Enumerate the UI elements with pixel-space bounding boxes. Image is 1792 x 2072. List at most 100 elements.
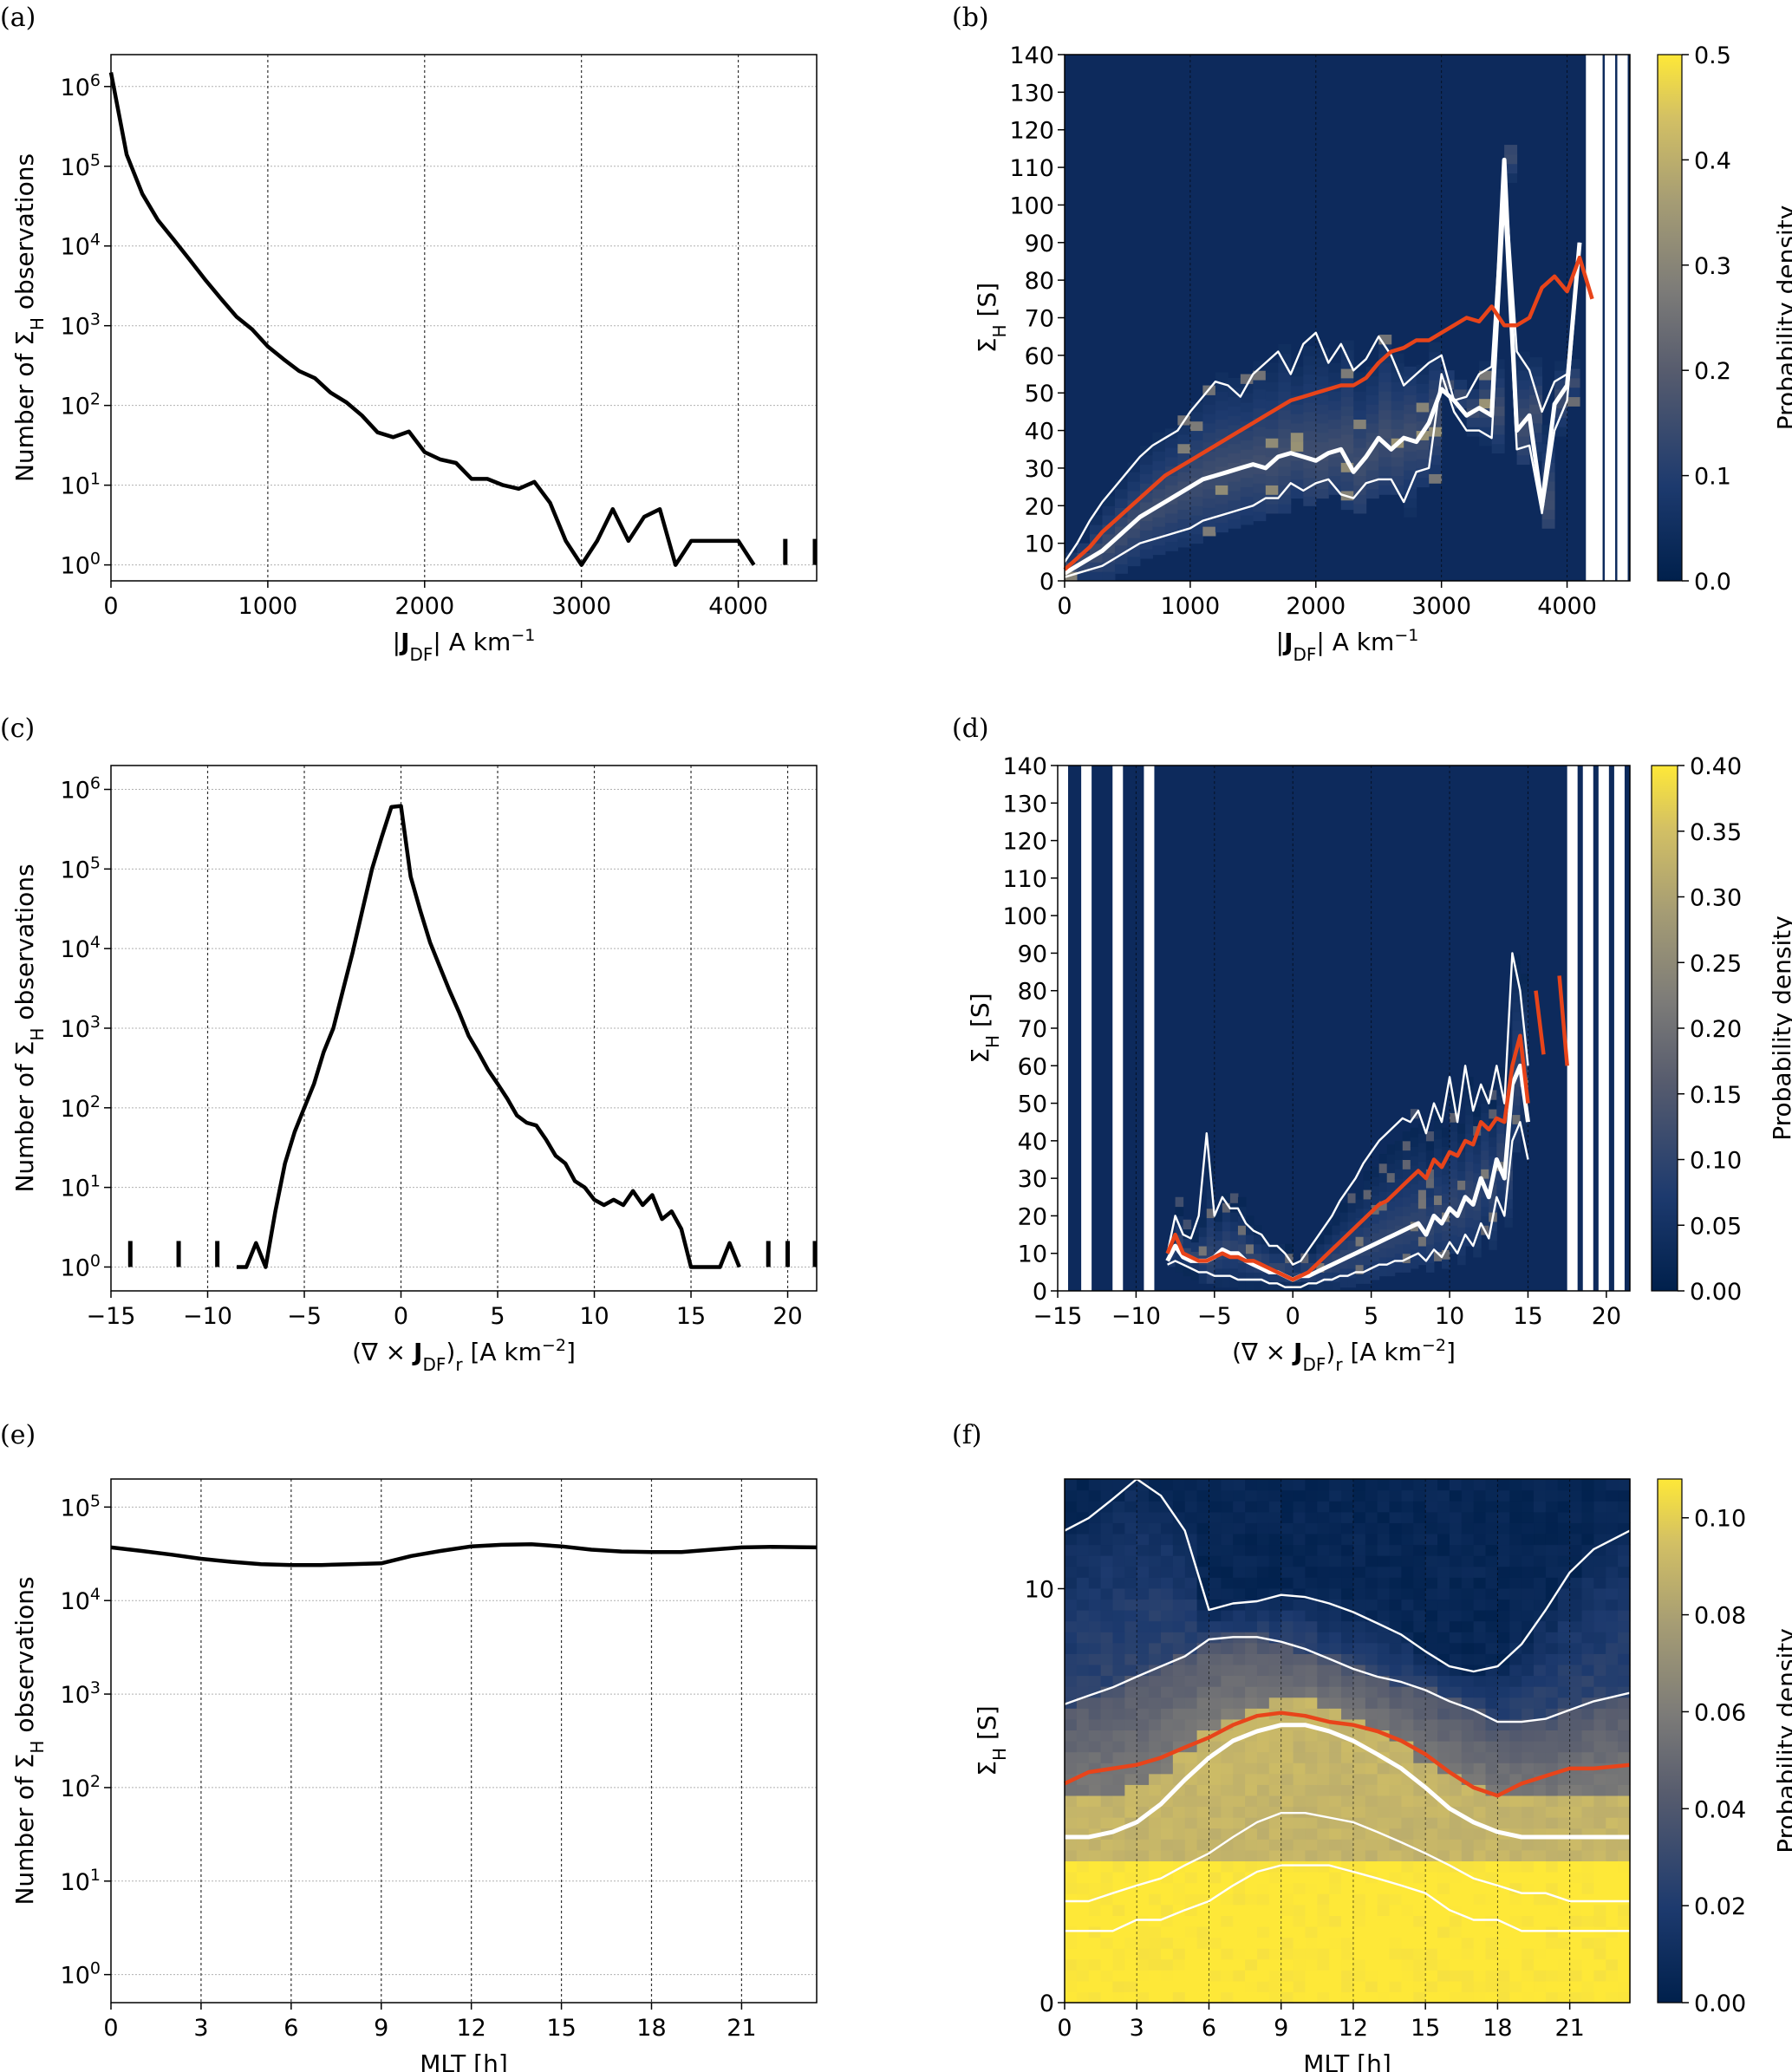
heatmap-cell-d — [1332, 1215, 1340, 1226]
heatmap-cell-f — [1137, 1501, 1150, 1513]
heatmap-cell-f — [1100, 1795, 1114, 1808]
heatmap-cell-f — [1317, 1697, 1330, 1709]
heatmap-cell-f — [1245, 1620, 1258, 1632]
heatmap-cell-f — [1124, 1577, 1137, 1589]
heatmap-cell-d — [1520, 992, 1528, 1003]
heatmap-cell-d — [1465, 1161, 1474, 1171]
heatmap-cell-f — [1233, 1489, 1246, 1502]
heatmap-cell-f — [1377, 1795, 1391, 1808]
heatmap-cell-f — [1557, 1849, 1571, 1862]
heatmap-cell-f — [1124, 1708, 1137, 1720]
heatmap-cell-f — [1509, 1610, 1522, 1622]
heatmap-cell-f — [1473, 1686, 1487, 1698]
heatmap-cell-b — [1139, 530, 1153, 540]
heatmap-cell-f — [1401, 1544, 1414, 1556]
heatmap-cell-d — [1339, 1249, 1349, 1260]
heatmap-cell-f — [1461, 1653, 1475, 1665]
colorbar-tick-label-d: 0.00 — [1690, 1279, 1742, 1306]
heatmap-cell-f — [1076, 1741, 1090, 1753]
heatmap-cell-f — [1280, 1828, 1294, 1840]
x-tick-label-c: 0 — [394, 1303, 408, 1330]
heatmap-cell-d — [1183, 1238, 1192, 1248]
heatmap-cell-f — [1593, 1784, 1606, 1796]
heatmap-cell-f — [1473, 1533, 1487, 1546]
heatmap-cell-b — [1391, 447, 1404, 458]
x-tick-label-f: 12 — [1339, 2015, 1368, 2042]
heatmap-cell-f — [1497, 1741, 1510, 1753]
heatmap-cell-b — [1177, 472, 1191, 482]
heatmap-cell-f — [1593, 1675, 1606, 1687]
heatmap-cell-b — [1102, 543, 1116, 553]
count-line-e — [110, 1542, 818, 1567]
heatmap-cell-f — [1461, 1632, 1475, 1644]
heatmap-cell-f — [1557, 1489, 1571, 1502]
heatmap-cell-f — [1076, 1839, 1090, 1851]
heatmap-cell-f — [1209, 1511, 1222, 1523]
heatmap-cell-d — [1277, 1262, 1286, 1273]
heatmap-cell-f — [1184, 1489, 1198, 1502]
heatmap-cell-b — [1102, 533, 1116, 544]
heatmap-cell-f — [1485, 1948, 1499, 1960]
heatmap-cell-f — [1581, 1904, 1594, 1916]
heatmap-cell-d — [1504, 1189, 1513, 1200]
heatmap-cell-b — [1202, 470, 1216, 480]
heatmap-cell-d — [1222, 1240, 1231, 1250]
heatmap-cell-f — [1268, 1642, 1282, 1654]
y-tick-label-b: 40 — [1025, 419, 1054, 446]
heatmap-cell-f — [1425, 1599, 1438, 1611]
heatmap-cell-d — [1520, 983, 1528, 994]
heatmap-cell-f — [1076, 1599, 1090, 1611]
y-tick-label-a: 100 — [61, 550, 101, 580]
heatmap-cell-f — [1425, 1980, 1438, 1993]
heatmap-cell-b — [1139, 549, 1153, 559]
heatmap-cell-f — [1233, 1566, 1246, 1578]
heatmap-cell-f — [1352, 1937, 1366, 1949]
heatmap-cell-f — [1112, 1948, 1125, 1960]
heatmap-cell-d — [1355, 1274, 1365, 1284]
heatmap-cell-f — [1437, 1980, 1450, 1993]
heatmap-cell-d — [1457, 1180, 1466, 1190]
heatmap-cell-f — [1545, 1925, 1559, 1938]
heatmap-cell-f — [1317, 1893, 1330, 1906]
heatmap-cell-f — [1509, 1599, 1522, 1611]
colorbar-label-f: Probability density — [1772, 1628, 1792, 1854]
heatmap-cell-f — [1317, 1904, 1330, 1916]
heatmap-cell-f — [1172, 1882, 1186, 1894]
heatmap-cell-f — [1112, 1632, 1125, 1644]
heatmap-cell-f — [1088, 1980, 1102, 1993]
heatmap-cell-f — [1317, 1479, 1330, 1491]
heatmap-cell-d — [1496, 1143, 1505, 1153]
heatmap-cell-b — [1404, 366, 1417, 377]
heatmap-cell-f — [1184, 1708, 1198, 1720]
heatmap-cell-f — [1389, 1937, 1403, 1949]
heatmap-cell-f — [1076, 1675, 1090, 1687]
heatmap-cell-b — [1202, 507, 1216, 518]
heatmap-cell-b — [1479, 417, 1493, 427]
heatmap-cell-b — [1391, 391, 1404, 401]
heatmap-cell-b — [1139, 511, 1153, 522]
heatmap-cell-f — [1485, 1795, 1499, 1808]
heatmap-cell-b — [1340, 433, 1354, 445]
heatmap-cell-d — [1222, 1230, 1231, 1241]
heatmap-cell-f — [1449, 1642, 1463, 1654]
heatmap-cell-f — [1065, 1795, 1078, 1808]
heatmap-cell-d — [1417, 1217, 1427, 1228]
heatmap-cell-f — [1221, 1533, 1234, 1546]
heatmap-cell-f — [1557, 1718, 1571, 1731]
heatmap-cell-b — [1077, 543, 1091, 553]
heatmap-cell-f — [1449, 1522, 1463, 1534]
heatmap-cell-f — [1352, 1806, 1366, 1818]
heatmap-cell-f — [1377, 1501, 1391, 1513]
heatmap-cell-f — [1172, 1849, 1186, 1862]
heatmap-cell-f — [1149, 1544, 1162, 1556]
heatmap-cell-f — [1305, 1872, 1318, 1884]
heatmap-cell-f — [1221, 1773, 1234, 1785]
heatmap-cell-f — [1209, 1533, 1222, 1546]
heatmap-cell-f — [1497, 1555, 1510, 1567]
heatmap-cell-f — [1137, 1991, 1150, 2004]
heatmap-cell-f — [1245, 1577, 1258, 1589]
heatmap-cell-d — [1425, 1140, 1435, 1151]
heatmap-cell-f — [1293, 1555, 1307, 1567]
heatmap-cell-f — [1365, 1642, 1378, 1654]
heatmap-cell-b — [1177, 518, 1191, 529]
